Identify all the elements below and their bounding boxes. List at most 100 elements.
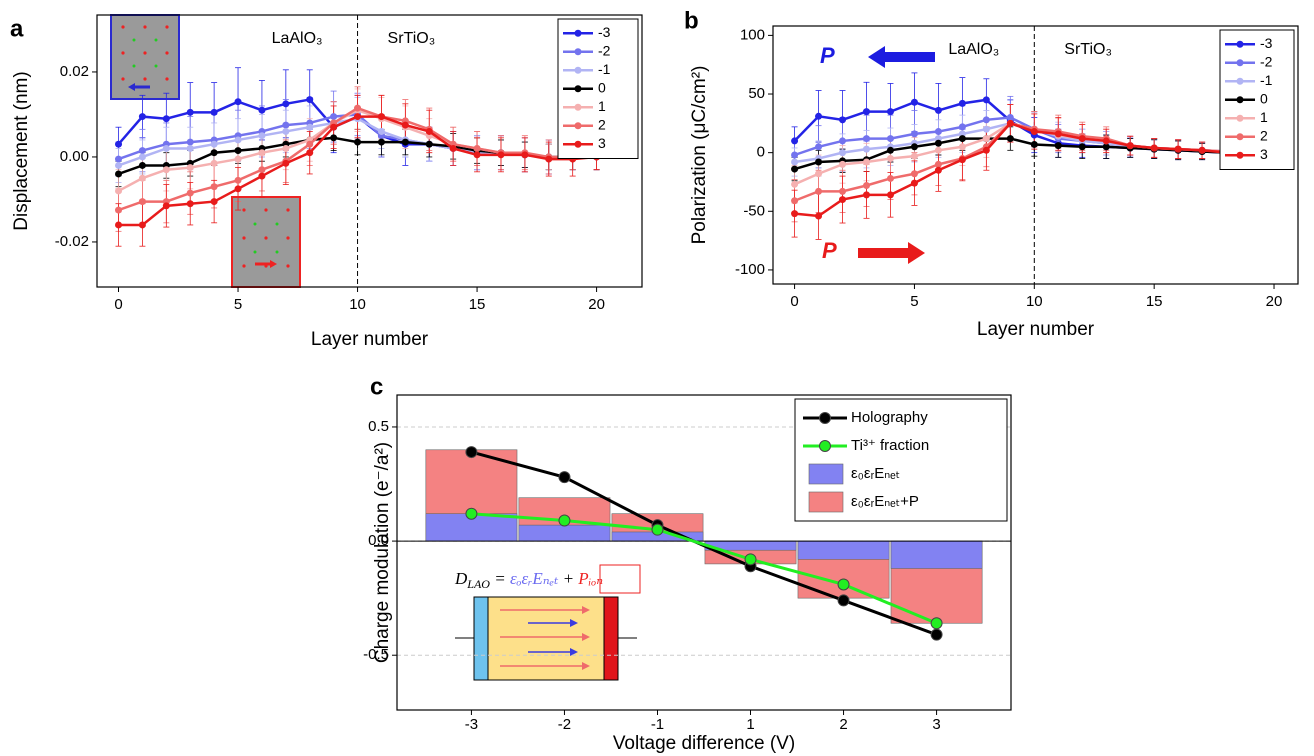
data-point (982, 96, 990, 104)
data-point (1198, 146, 1206, 154)
data-point (234, 136, 242, 144)
x-tick-label: 10 (349, 296, 366, 313)
data-point (1054, 130, 1062, 138)
data-point (186, 144, 194, 152)
data-point (115, 161, 123, 169)
data-point (839, 116, 847, 124)
arrow (858, 242, 925, 264)
data-point (1102, 137, 1110, 145)
data-point (186, 108, 194, 116)
data-point (282, 100, 290, 108)
data-point (138, 153, 146, 161)
data-point (115, 140, 123, 148)
legend-marker (574, 85, 582, 93)
legend-marker (574, 140, 582, 148)
legend-label: 3 (1260, 146, 1268, 162)
data-point (910, 98, 918, 106)
data-point (791, 137, 799, 145)
data-point (982, 135, 990, 143)
legend-label: 0 (598, 79, 606, 95)
y-tick-label: 0.00 (60, 148, 89, 165)
data-point (115, 170, 123, 178)
data-point (839, 187, 847, 195)
data-point (258, 172, 266, 180)
data-point (910, 143, 918, 151)
data-point (934, 146, 942, 154)
data-point (886, 108, 894, 116)
data-point (330, 113, 338, 121)
series-line (471, 512, 938, 625)
data-point (862, 181, 870, 189)
data-point (886, 174, 894, 182)
data-point (1150, 144, 1158, 152)
y-axis-label: Polarization (μC/cm²) (689, 66, 710, 245)
y-tick-label: 0.02 (60, 63, 89, 80)
data-point (791, 210, 799, 218)
data-point (258, 166, 266, 174)
data-point (186, 164, 194, 172)
data-point (465, 507, 478, 520)
data-point (930, 628, 943, 641)
legend-marker (1236, 40, 1244, 48)
data-point (138, 147, 146, 155)
data-point (210, 159, 218, 167)
data-point (1006, 113, 1014, 121)
data-point (465, 446, 478, 459)
data-point (473, 144, 481, 152)
data-point (1006, 119, 1014, 127)
legend-label: 1 (1260, 109, 1268, 125)
data-point (910, 179, 918, 187)
data-point (910, 152, 918, 160)
data-point (815, 187, 823, 195)
legend-marker (574, 66, 582, 74)
legend-swatch (808, 491, 844, 513)
data-point (234, 185, 242, 193)
data-point (115, 155, 123, 163)
data-point (162, 144, 170, 152)
legend-marker (1236, 77, 1244, 85)
region-label: SrTiO₃ (388, 30, 436, 47)
equation-part: = (490, 569, 510, 588)
data-point (473, 151, 481, 159)
x-tick-label: -2 (558, 716, 571, 733)
data-point (210, 198, 218, 206)
data-point (815, 112, 823, 120)
data-point (138, 161, 146, 169)
data-point (521, 151, 529, 159)
data-point (934, 139, 942, 147)
y-tick-label: 0.0 (368, 532, 389, 549)
legend-marker (819, 440, 831, 452)
legend-label: -1 (1260, 72, 1273, 88)
data-point (982, 125, 990, 133)
legend-label: -1 (598, 61, 611, 77)
y-tick-label: 50 (748, 85, 765, 102)
data-point (210, 140, 218, 148)
data-point (234, 176, 242, 184)
data-point (234, 98, 242, 106)
y-tick-label: -0.02 (55, 233, 89, 250)
data-point (1078, 135, 1086, 143)
x-tick-label: 20 (588, 296, 605, 313)
data-point (1102, 143, 1110, 151)
data-point (958, 156, 966, 164)
legend-label: ε₀εᵣEₙₑₜ (851, 465, 900, 482)
x-tick-label: 5 (234, 296, 242, 313)
data-point (306, 123, 314, 131)
legend-marker (819, 412, 831, 424)
region-label: LaAlO₃ (948, 41, 999, 58)
panel-letter: a (10, 15, 24, 42)
legend-marker (1236, 133, 1244, 141)
y-tick-label: 100 (740, 26, 765, 43)
legend-label: 3 (598, 135, 606, 151)
y-tick-label: -50 (743, 202, 765, 219)
data-point (258, 132, 266, 140)
data-point (910, 130, 918, 138)
data-point (791, 151, 799, 159)
legend-marker (1236, 114, 1244, 122)
bar (518, 524, 611, 542)
equation: DLAO = εₒεᵣEₙₑₜ + Pᵢₒₙ (454, 569, 603, 591)
data-point (282, 127, 290, 135)
equation-box (599, 564, 641, 594)
data-point (958, 123, 966, 131)
